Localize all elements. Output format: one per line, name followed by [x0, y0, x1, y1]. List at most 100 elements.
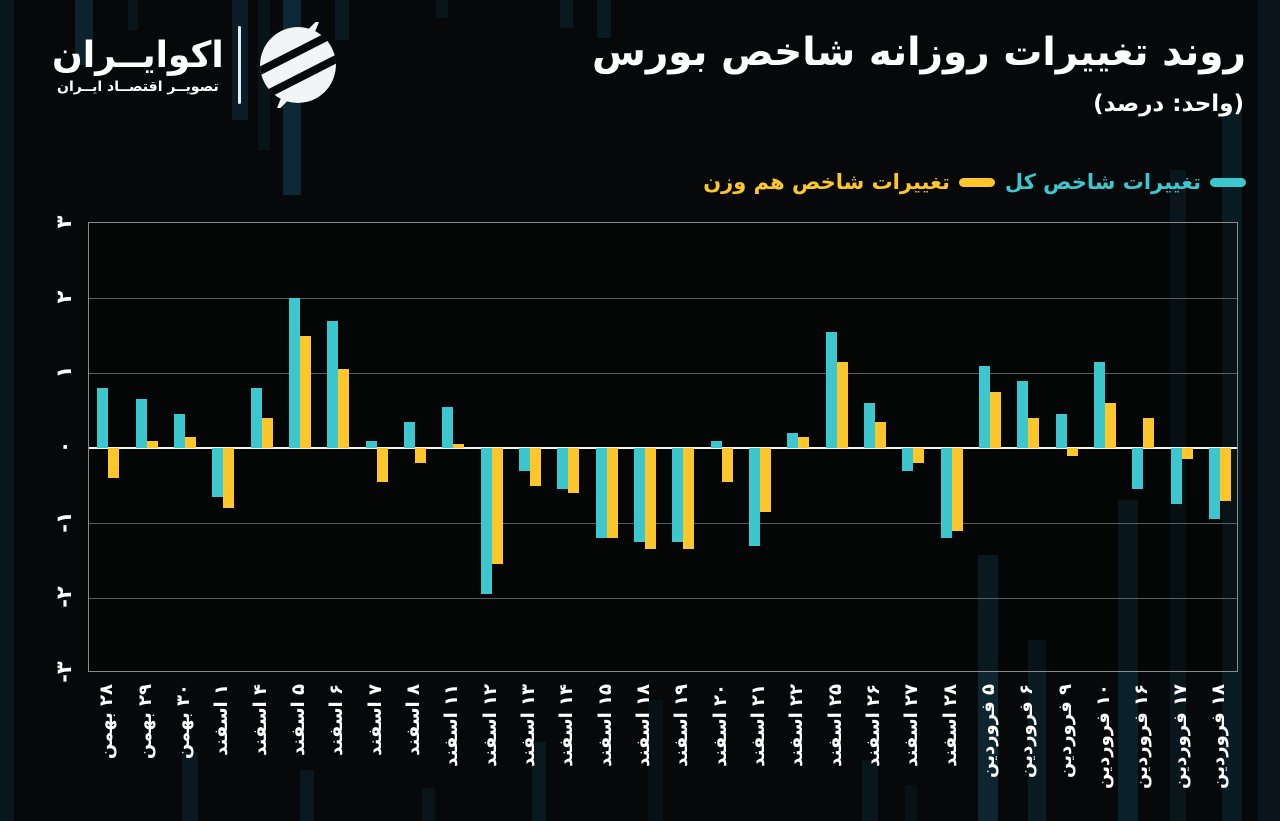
- bar-equal-weight-index: [989, 391, 1001, 449]
- x-tick-label: ۲۷ اسفند: [901, 684, 923, 767]
- bar-total-index: [595, 448, 607, 538]
- bar-equal-weight-index: [338, 369, 350, 449]
- brand-logo: اکوایــران تصویــر اقتصــاد ایــران: [52, 22, 341, 108]
- bar-total-index: [1017, 380, 1029, 448]
- y-tick-label: ۲: [52, 290, 76, 304]
- y-tick-label: -۳: [52, 661, 76, 683]
- bar-total-index: [710, 440, 722, 448]
- bar-equal-weight-index: [1181, 448, 1193, 460]
- bar-equal-weight-index: [606, 448, 618, 538]
- bar-total-index: [1170, 448, 1182, 505]
- bar-equal-weight-index: [223, 448, 235, 508]
- ecoiran-logo-icon: [259, 22, 336, 108]
- bar-equal-weight-index: [1028, 418, 1040, 448]
- bar-equal-weight-index: [913, 448, 925, 463]
- x-tick-label: ۱ اسفند: [211, 684, 233, 756]
- bar-total-index: [327, 320, 339, 448]
- bar-total-index: [97, 388, 109, 448]
- x-tick-label: ۲۹ بهمن: [134, 684, 156, 760]
- chart-title: روند تغییرات روزانه شاخص بورس: [592, 30, 1246, 75]
- background-stripe: [560, 0, 573, 28]
- x-tick-label: ۱۳ اسفند: [517, 684, 539, 767]
- brand-separator: [237, 26, 241, 104]
- x-tick-label: ۸ اسفند: [402, 684, 424, 756]
- legend-label: تغییرات شاخص کل: [1004, 170, 1201, 194]
- bar-total-index: [250, 388, 262, 448]
- y-tick-label: -۲: [52, 586, 76, 608]
- bar-equal-weight-index: [261, 418, 273, 448]
- y-tick-label: ۱: [52, 365, 76, 379]
- x-tick-label: ۱۶ فروردین: [1131, 684, 1153, 789]
- bar-equal-weight-index: [108, 448, 120, 478]
- bar-equal-weight-index: [491, 448, 503, 565]
- x-tick-label: ۲۲ اسفند: [786, 684, 808, 767]
- bar-total-index: [748, 448, 760, 546]
- bar-equal-weight-index: [529, 448, 541, 486]
- bar-total-index: [633, 448, 645, 542]
- bar-equal-weight-index: [683, 448, 695, 550]
- bar-equal-weight-index: [1104, 403, 1116, 448]
- x-tick-label: ۲۱ اسفند: [747, 684, 769, 767]
- gridline: [89, 298, 1237, 299]
- gridline: [89, 523, 1237, 524]
- bar-equal-weight-index: [414, 448, 426, 463]
- x-tick-label: ۷ اسفند: [364, 684, 386, 756]
- bar-equal-weight-index: [453, 444, 465, 449]
- x-tick-label: ۳۰ بهمن: [172, 684, 194, 760]
- bar-equal-weight-index: [836, 361, 848, 449]
- bar-total-index: [787, 433, 799, 448]
- bar-equal-weight-index: [644, 448, 656, 550]
- bar-total-index: [480, 448, 492, 595]
- gridline: [89, 598, 1237, 599]
- x-tick-label: ۵ فروردین: [977, 684, 999, 778]
- background-stripe: [1258, 0, 1280, 821]
- bar-total-index: [173, 414, 185, 449]
- x-tick-label: ۱۲ اسفند: [479, 684, 501, 767]
- bar-total-index: [557, 448, 569, 490]
- x-tick-label: ۱۸ اسفند: [632, 684, 654, 767]
- gridline: [89, 373, 1237, 374]
- x-tick-label: ۴ اسفند: [249, 684, 271, 756]
- x-tick-label: ۱۹ اسفند: [671, 684, 693, 767]
- x-tick-label: ۲۰ اسفند: [709, 684, 731, 767]
- y-tick-label: ۰: [52, 440, 76, 454]
- x-tick-label: ۲۸ بهمن: [96, 684, 118, 760]
- zero-line: [89, 447, 1237, 449]
- bar-total-index: [1093, 361, 1105, 449]
- x-tick-label: ۲۵ اسفند: [824, 684, 846, 767]
- chart-subtitle: (واحد: درصد): [1093, 90, 1244, 117]
- x-tick-label: ۱۰ فروردین: [1092, 684, 1114, 789]
- bar-total-index: [365, 440, 377, 448]
- bar-equal-weight-index: [184, 436, 196, 449]
- bar-total-index: [135, 399, 147, 449]
- legend-item: تغییرات شاخص هم وزن: [703, 170, 995, 194]
- bar-total-index: [288, 298, 300, 448]
- x-tick-label: ۱۱ اسفند: [441, 684, 463, 767]
- legend-swatch: [1210, 177, 1246, 187]
- x-tick-label: ۲۶ اسفند: [862, 684, 884, 767]
- x-tick-label: ۶ اسفند: [326, 684, 348, 756]
- bar-total-index: [825, 331, 837, 449]
- bar-equal-weight-index: [1143, 418, 1155, 448]
- bar-total-index: [863, 403, 875, 448]
- chart-header: روند تغییرات روزانه شاخص بورس (واحد: درص…: [592, 30, 1246, 117]
- x-tick-label: ۲۸ اسفند: [939, 684, 961, 767]
- bar-equal-weight-index: [1066, 448, 1078, 456]
- y-tick-label: -۱: [52, 511, 76, 533]
- legend-item: تغییرات شاخص کل: [1005, 170, 1246, 194]
- bar-total-index: [978, 365, 990, 448]
- bar-equal-weight-index: [874, 421, 886, 449]
- legend: تغییرات شاخص کل تغییرات شاخص هم وزن: [703, 170, 1246, 194]
- y-tick-label: ۳: [52, 215, 76, 229]
- x-tick-label: ۵ اسفند: [287, 684, 309, 756]
- bar-equal-weight-index: [146, 440, 158, 448]
- brand-wordmark: اکوایــران: [52, 35, 224, 77]
- plot-area: [88, 222, 1238, 672]
- bar-total-index: [1208, 448, 1220, 520]
- bar-equal-weight-index: [1219, 448, 1231, 501]
- x-tick-label: ۶ فروردین: [1016, 684, 1038, 778]
- x-tick-label: ۱۷ فروردین: [1169, 684, 1191, 789]
- legend-swatch: [958, 177, 995, 187]
- bar-total-index: [902, 448, 914, 471]
